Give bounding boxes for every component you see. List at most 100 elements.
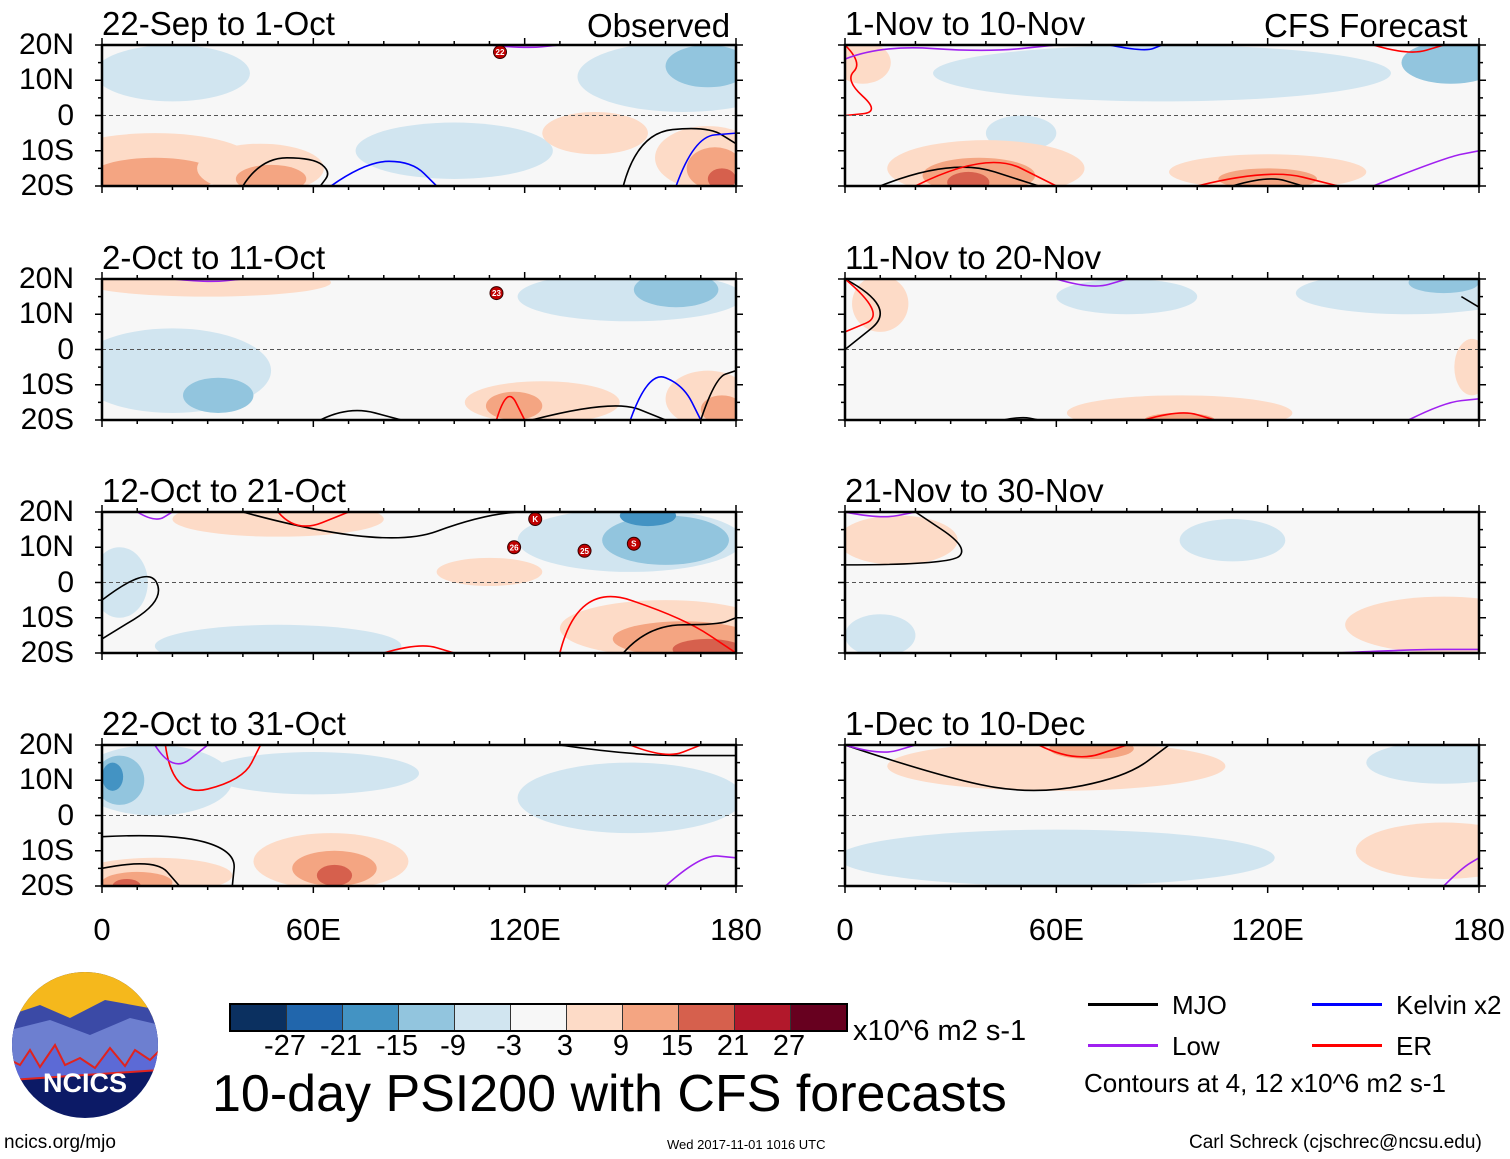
anomaly-shading	[1408, 279, 1479, 294]
lat-tick-label: 10S	[20, 367, 74, 401]
storm-marker: 23	[489, 286, 504, 301]
contour-line	[1232, 178, 1304, 186]
contour-line	[622, 617, 736, 653]
anomaly-shading	[235, 164, 307, 186]
contour-line	[845, 279, 881, 351]
anomaly-shading	[1454, 338, 1479, 396]
panel-title: 11-Nov to 20-Nov	[845, 239, 1102, 276]
anomaly-shading	[707, 168, 736, 186]
storm-label: S	[631, 540, 637, 549]
contour-line	[845, 745, 916, 753]
lat-tick-label: 10S	[20, 600, 74, 634]
anomaly-shading	[1366, 745, 1479, 784]
contour-line	[495, 395, 526, 420]
storm-label: 25	[580, 547, 589, 556]
contour-line	[242, 512, 560, 539]
contour-line	[154, 745, 209, 765]
contour-line	[665, 855, 736, 886]
legend-label: MJO	[1172, 990, 1227, 1020]
map-panel	[838, 505, 1486, 660]
contour-line	[1056, 279, 1128, 287]
footer-url[interactable]: ncics.org/mjo	[4, 1132, 116, 1153]
contour-line	[845, 745, 1170, 792]
anomaly-shading	[517, 762, 736, 834]
anomaly-shading	[485, 391, 543, 420]
contour-line	[630, 745, 702, 756]
colorbar-units: x10^6 m2 s-1	[853, 1015, 1027, 1047]
anomaly-shading	[672, 638, 736, 653]
anomaly-shading	[183, 377, 254, 413]
storm-marker: 26	[507, 540, 522, 555]
lat-tick-label: 10N	[18, 763, 74, 797]
contour-line	[1197, 173, 1339, 186]
contour-line	[622, 127, 736, 186]
anomaly-shading	[436, 557, 543, 587]
panel-title: 22-Oct to 31-Oct	[102, 705, 346, 742]
ncics-logo: NCICS	[12, 972, 158, 1118]
lat-tick-label: 10S	[20, 833, 74, 867]
anomaly-shading	[542, 111, 648, 155]
lat-tick-label: 20N	[18, 262, 74, 295]
lat-tick-label: 0	[57, 565, 74, 599]
colorbar-swatch	[343, 1005, 399, 1030]
lon-tick-label: 0	[836, 912, 854, 947]
lon-tick-label: 60E	[285, 912, 341, 947]
colorbar-swatch	[287, 1005, 343, 1030]
anomaly-shading	[700, 395, 736, 420]
colorbar-tick-label: 3	[556, 1030, 574, 1062]
contour-note: Contours at 4, 12 x10^6 m2 s-1	[1084, 1068, 1446, 1098]
anomaly-shading	[172, 512, 384, 537]
legend-label: Low	[1172, 1031, 1220, 1061]
lat-tick-label: 10N	[18, 297, 74, 331]
map-panel	[838, 272, 1486, 427]
contour-line	[675, 132, 736, 186]
anomaly-shading	[852, 279, 909, 332]
contour-line	[531, 405, 666, 420]
anomaly-shading	[1056, 279, 1198, 315]
map-panel	[95, 738, 743, 893]
contour-line	[1373, 45, 1445, 53]
anomaly-shading	[1218, 168, 1317, 186]
storm-label: K	[532, 515, 538, 524]
contour-line	[845, 512, 963, 566]
footer-timestamp: Wed 2017-11-01 1016 UTC	[667, 1137, 826, 1152]
contour-line	[1373, 149, 1479, 186]
anomaly-shading	[207, 752, 419, 795]
colorbar-tick-label: 21	[716, 1030, 750, 1062]
contour-line	[164, 745, 262, 792]
lon-tick-label: 120E	[488, 912, 561, 947]
lon-tick-label: 180	[710, 912, 762, 947]
contour-line	[1109, 45, 1163, 51]
contour-line	[879, 166, 1039, 186]
contour-line	[1460, 295, 1479, 308]
colorbar-tick-label: -9	[440, 1030, 466, 1062]
contour-line	[1443, 857, 1479, 886]
contour-line	[845, 512, 916, 518]
colorbar-swatch	[791, 1005, 846, 1030]
colorbar-swatch	[567, 1005, 623, 1030]
colorbar-swatch	[623, 1005, 679, 1030]
anomaly-shading	[845, 829, 1275, 886]
lat-tick-label: 20N	[18, 728, 74, 761]
lon-tick-label: 180	[1453, 912, 1505, 947]
map-panel	[838, 738, 1486, 893]
contour-line	[320, 409, 402, 420]
panel-title: 12-Oct to 21-Oct	[102, 472, 346, 509]
anomaly-shading	[112, 878, 141, 886]
column-header-observed: Observed	[587, 7, 731, 44]
logo-text: NCICS	[43, 1068, 127, 1098]
map-panel	[838, 38, 1486, 193]
anomaly-shading	[619, 512, 677, 527]
storm-label: 22	[496, 48, 505, 57]
contour-line	[102, 575, 160, 640]
storm-label: 26	[510, 543, 519, 552]
contour-line	[1408, 398, 1479, 420]
storm-marker: S	[626, 536, 641, 551]
colorbar-swatch	[735, 1005, 791, 1030]
anomaly-shading	[845, 614, 916, 653]
lon-tick-label: 0	[93, 912, 111, 947]
anomaly-shading	[102, 45, 250, 102]
panel-title: 1-Dec to 10-Dec	[845, 705, 1086, 742]
anomaly-shading	[665, 45, 736, 88]
